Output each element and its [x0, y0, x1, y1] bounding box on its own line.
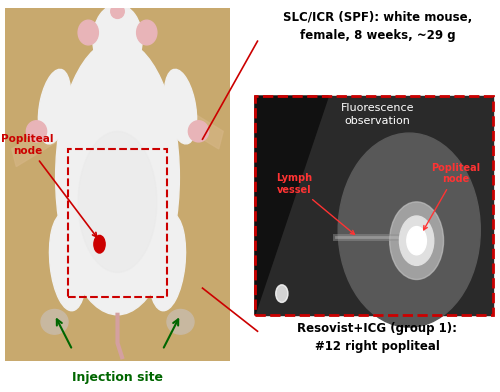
Ellipse shape [38, 69, 70, 144]
Circle shape [94, 235, 105, 253]
Circle shape [407, 227, 426, 255]
Text: Fluorescence
observation: Fluorescence observation [340, 103, 414, 126]
Polygon shape [178, 107, 223, 149]
Ellipse shape [56, 40, 180, 315]
Ellipse shape [338, 133, 480, 327]
Polygon shape [12, 124, 57, 167]
Ellipse shape [164, 69, 196, 144]
Bar [68, 149, 167, 297]
Bar [255, 96, 492, 315]
Text: B: B [238, 0, 252, 4]
Text: Popliteal
node: Popliteal node [1, 134, 96, 237]
Text: Popliteal
node: Popliteal node [424, 163, 480, 230]
Circle shape [390, 202, 444, 279]
Bar [255, 96, 492, 315]
Text: A: A [0, 0, 16, 4]
Polygon shape [255, 96, 328, 315]
Text: Injection site: Injection site [72, 371, 163, 384]
Ellipse shape [167, 310, 194, 334]
Text: SLC/ICR (SPF): white mouse,
female, 8 weeks, ~29 g: SLC/ICR (SPF): white mouse, female, 8 we… [283, 11, 472, 42]
Text: Resovist+ICG (group 1):
#12 right popliteal: Resovist+ICG (group 1): #12 right poplit… [298, 322, 458, 353]
Ellipse shape [111, 4, 124, 18]
Ellipse shape [148, 213, 186, 311]
Ellipse shape [78, 131, 157, 272]
Text: Lymph
vessel: Lymph vessel [276, 173, 354, 234]
Ellipse shape [188, 121, 208, 142]
Ellipse shape [41, 310, 68, 334]
Circle shape [400, 216, 434, 265]
Circle shape [276, 285, 288, 303]
Ellipse shape [93, 4, 142, 75]
Ellipse shape [50, 213, 86, 311]
Ellipse shape [136, 20, 157, 45]
Ellipse shape [26, 121, 46, 142]
Ellipse shape [78, 20, 98, 45]
